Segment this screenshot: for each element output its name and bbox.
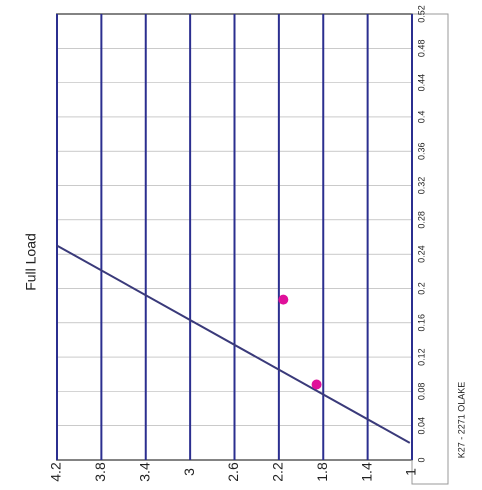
- y-tick-label: 3.8: [92, 462, 108, 482]
- y-tick-label: 3.4: [136, 462, 152, 482]
- x-tick-label: 0.32: [416, 177, 426, 195]
- operating-point: [311, 379, 322, 390]
- x-tick-label: 0.16: [416, 314, 426, 332]
- y-tick-label: 4.2: [48, 462, 64, 482]
- surge-line: [56, 244, 411, 444]
- y-tick-label: 1.4: [358, 462, 374, 482]
- y-tick-label: 3: [181, 468, 197, 476]
- x-tick-label: 0.12: [416, 348, 426, 366]
- x-tick-label: 0.48: [416, 40, 426, 58]
- x-tick-label: 0.36: [416, 142, 426, 160]
- x-tick-label: 0.24: [416, 245, 426, 263]
- chart-title: Full Load: [23, 233, 39, 291]
- x-tick-label: 0.28: [416, 211, 426, 229]
- x-tick-label: 0.4: [416, 111, 426, 124]
- y-tick-label: 1: [403, 468, 419, 476]
- annotation: K27 - 2271 OLAKE: [456, 382, 466, 459]
- x-tick-label: 0.52: [416, 5, 426, 23]
- x-tick-label: 0.04: [416, 417, 426, 435]
- x-tick-label: 0: [416, 457, 426, 462]
- y-tick-label: 2.2: [270, 462, 286, 482]
- y-tick-label: 1.8: [314, 462, 330, 482]
- x-tick-label: 0.2: [416, 282, 426, 295]
- x-tick-label: 0.44: [416, 74, 426, 92]
- operating-point: [278, 294, 289, 305]
- x-tick-label: 0.08: [416, 383, 426, 401]
- y-tick-label: 2.6: [225, 462, 241, 482]
